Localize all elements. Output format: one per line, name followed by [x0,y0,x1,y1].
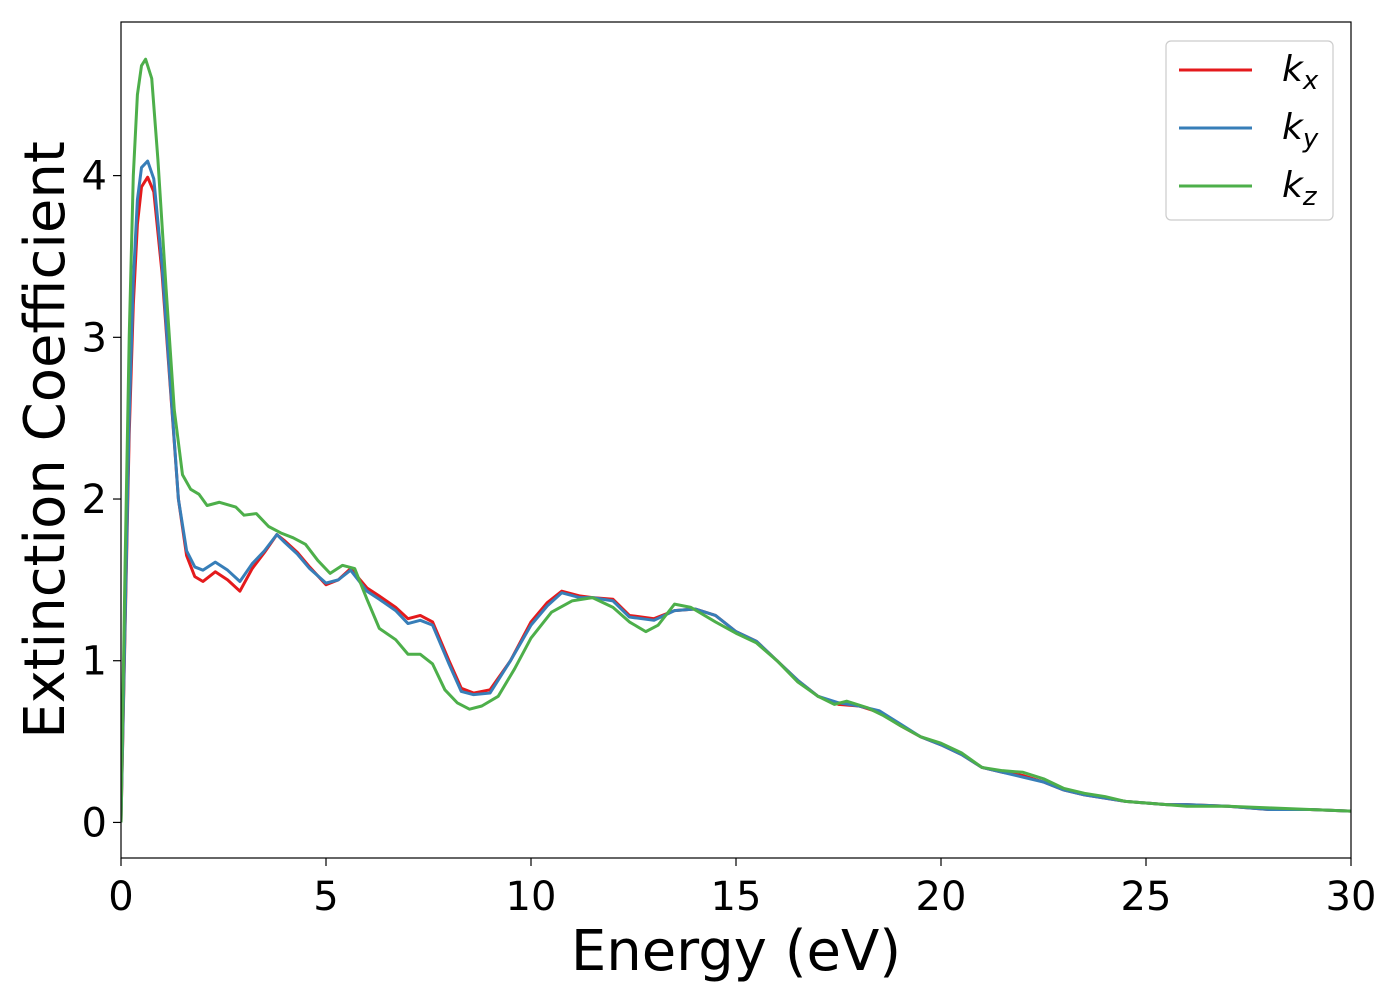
y-axis-title: Extinction Coefficient [13,141,78,739]
x-axis-title: Energy (eV) [571,919,901,984]
x-tick-label: 25 [1121,874,1172,920]
legend-box [1165,40,1334,221]
legend-label-kx: kx [1282,49,1319,96]
x-axis-ticks: 0 5 10 15 20 25 30 [108,858,1376,920]
legend-label-kz: kz [1282,165,1318,212]
y-tick-label: 2 [82,477,107,523]
x-tick-label: 0 [108,874,133,920]
y-tick-label: 1 [82,639,107,685]
plot-lines [121,57,1351,823]
x-tick-label: 20 [916,874,967,920]
x-tick-label: 5 [313,874,338,920]
legend: kx ky kz [1165,40,1334,221]
y-axis-ticks: 0 1 2 3 4 [82,154,121,846]
series-line-kz [121,57,1351,823]
y-tick-label: 4 [82,154,107,200]
series-line-ky [121,159,1351,823]
series-line-kx [121,175,1351,823]
x-tick-label: 30 [1326,874,1377,920]
legend-label-ky: ky [1282,107,1319,154]
y-tick-label: 3 [82,315,107,361]
x-tick-label: 10 [506,874,557,920]
y-tick-label: 0 [82,800,107,846]
x-tick-label: 15 [711,874,762,920]
